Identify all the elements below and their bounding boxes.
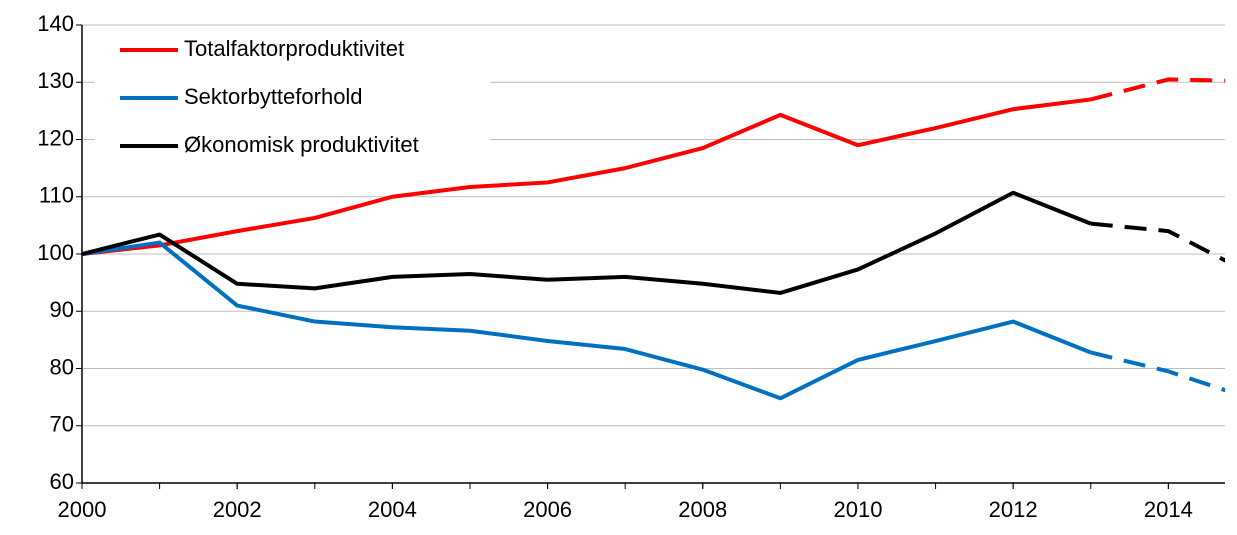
y-tick-label: 110: [39, 183, 74, 208]
projection-line: [1090, 221, 1225, 263]
x-tick-label: 2008: [678, 497, 727, 522]
x-tick-label: 2002: [213, 497, 262, 522]
legend-label: Totalfaktorproduktivitet: [184, 36, 404, 61]
y-tick-label: 60: [50, 469, 74, 494]
legend-label: Økonomisk produktivitet: [184, 132, 419, 157]
legend-label: Sektorbytteforhold: [184, 84, 363, 109]
x-tick-label: 2012: [989, 497, 1038, 522]
y-tick-label: 70: [50, 412, 74, 437]
projection-line: [1090, 77, 1225, 102]
x-tick-label: 2004: [368, 497, 417, 522]
series-line: [82, 97, 1092, 256]
series-line: [82, 240, 1092, 401]
y-tick-label: 130: [37, 68, 74, 93]
plot-lines: [82, 77, 1225, 401]
projection-line: [1090, 350, 1225, 393]
y-tick-label: 90: [50, 297, 74, 322]
y-tick-label: 140: [37, 11, 74, 36]
y-tick-label: 100: [37, 240, 74, 265]
y-tick-label: 80: [50, 354, 74, 379]
x-tick-label: 2010: [833, 497, 882, 522]
y-tick-label: 120: [37, 125, 74, 150]
series-line: [82, 190, 1092, 295]
legend-box: [95, 30, 490, 178]
x-tick-label: 2014: [1144, 497, 1193, 522]
x-tick-label: 2000: [58, 497, 107, 522]
x-tick-label: 2006: [523, 497, 572, 522]
